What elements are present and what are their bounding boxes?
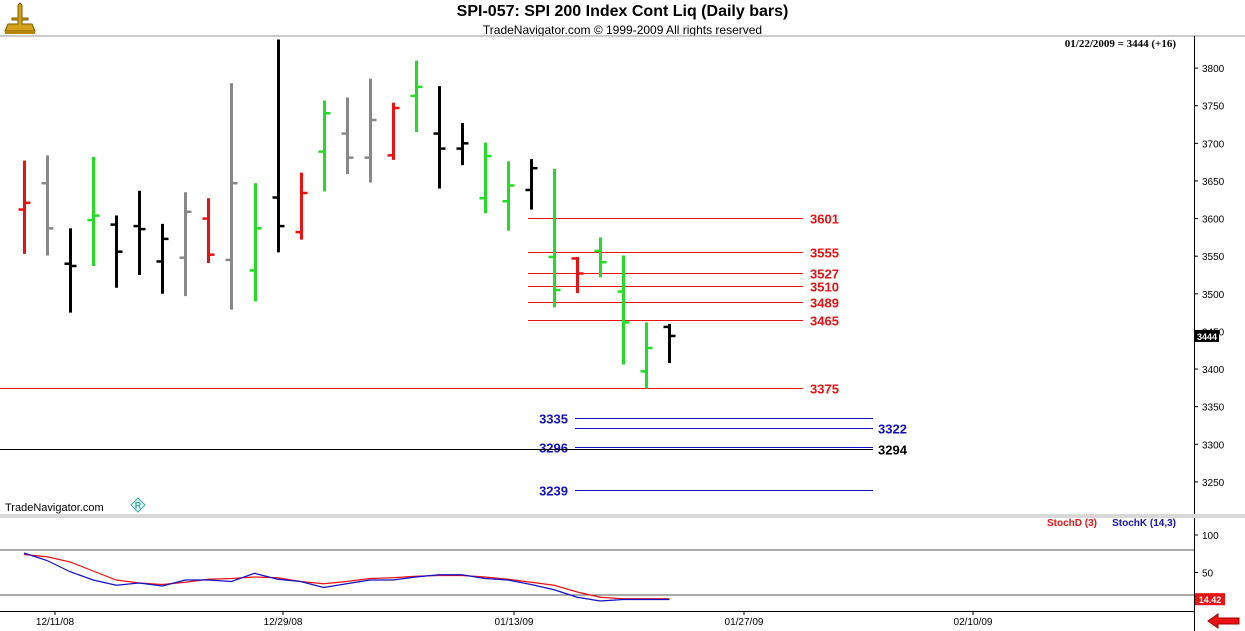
ohlc-bar bbox=[617, 255, 630, 365]
ohlc-bar bbox=[548, 168, 561, 308]
ohlc-bar bbox=[110, 215, 123, 288]
price-tick-label: 3250 bbox=[1202, 478, 1225, 489]
level-label: 3296 bbox=[539, 441, 568, 456]
ohlc-bar bbox=[571, 256, 584, 294]
trade-navigator-logo-icon bbox=[4, 2, 36, 34]
level-label: 3375 bbox=[810, 382, 839, 397]
ohlc-bar bbox=[456, 123, 469, 166]
ohlc-bar bbox=[318, 100, 331, 192]
level-label: 3489 bbox=[810, 296, 839, 311]
price-tick-label: 3550 bbox=[1202, 252, 1225, 263]
price-axis: 3250330033503400345035003550360036503700… bbox=[1194, 64, 1225, 489]
stoch-last-box bbox=[1195, 593, 1225, 606]
level-label: 3294 bbox=[878, 443, 908, 458]
r-marker-icon[interactable]: R bbox=[130, 497, 146, 513]
ohlc-bar bbox=[249, 183, 262, 302]
ohlc-bar bbox=[341, 97, 354, 175]
ohlc-bar bbox=[179, 192, 192, 297]
legend-stochk: StochK (14,3) bbox=[1112, 518, 1176, 529]
price-tick-label: 3600 bbox=[1202, 215, 1225, 226]
level-label: 3527 bbox=[810, 267, 839, 282]
stoch-tick-label: 100 bbox=[1202, 531, 1219, 542]
last-price-box bbox=[1195, 329, 1219, 342]
ohlc-bar bbox=[202, 198, 215, 263]
level-label: 3335 bbox=[539, 412, 568, 427]
ohlc-bar bbox=[272, 39, 285, 253]
ohlc-bar bbox=[225, 83, 238, 310]
price-tick-label: 3500 bbox=[1202, 290, 1225, 301]
pane-separator[interactable] bbox=[0, 514, 1245, 518]
level-label: 3465 bbox=[810, 314, 839, 329]
time-tick-label: 01/13/09 bbox=[495, 617, 534, 628]
time-tick-label: 02/10/09 bbox=[954, 617, 993, 628]
price-tick-label: 3300 bbox=[1202, 440, 1225, 451]
ohlc-bar bbox=[41, 155, 54, 256]
ohlc-bar bbox=[18, 160, 31, 254]
ohlc-bar bbox=[640, 322, 653, 389]
stoch-series-line bbox=[23, 553, 670, 600]
stoch-last-label: 14.42 bbox=[1199, 595, 1222, 605]
ohlc-bar bbox=[410, 60, 423, 133]
level-label: 3510 bbox=[810, 280, 839, 295]
time-tick-label: 12/11/08 bbox=[36, 617, 75, 628]
ohlc-bar bbox=[433, 86, 446, 189]
time-axis: 12/11/08 12/29/08 01/13/09 01/27/09 02/10/09 bbox=[36, 611, 993, 628]
price-tick-label: 3350 bbox=[1202, 403, 1225, 414]
ohlc-bar bbox=[87, 156, 100, 266]
last-price-label: 3444 bbox=[1197, 332, 1217, 342]
legend-stochd: StochD (3) bbox=[1047, 518, 1097, 529]
price-bars bbox=[18, 39, 676, 389]
time-tick-label: 12/29/08 bbox=[264, 617, 303, 628]
time-tick-label: 01/27/09 bbox=[725, 617, 764, 628]
watermark-label: TradeNavigator.com bbox=[5, 502, 104, 514]
stoch-series-line bbox=[23, 552, 670, 602]
ohlc-bar bbox=[364, 78, 377, 183]
ohlc-bar bbox=[663, 323, 676, 364]
level-label: 3239 bbox=[539, 484, 568, 499]
scroll-left-arrow-icon[interactable] bbox=[1206, 613, 1242, 629]
level-label: 3322 bbox=[878, 422, 907, 437]
price-tick-label: 3650 bbox=[1202, 177, 1225, 188]
ohlc-bar bbox=[479, 142, 492, 214]
price-tick-label: 3400 bbox=[1202, 365, 1225, 376]
last-value-readout: 01/22/2009 = 3444 (+16) bbox=[1064, 38, 1176, 50]
price-tick-label: 3700 bbox=[1202, 139, 1225, 150]
ohlc-bar bbox=[594, 237, 607, 278]
ohlc-bar bbox=[156, 223, 169, 294]
ohlc-bar bbox=[64, 228, 77, 313]
ohlc-bar bbox=[525, 159, 538, 210]
copyright-text: TradeNavigator.com © 1999-2009 All right… bbox=[482, 23, 763, 37]
price-tick-label: 3750 bbox=[1202, 102, 1225, 113]
level-label: 3555 bbox=[810, 246, 839, 261]
price-tick-label: 3800 bbox=[1202, 64, 1225, 75]
ohlc-bar bbox=[502, 161, 515, 231]
ohlc-bar bbox=[295, 172, 308, 240]
svg-text:R: R bbox=[135, 501, 142, 511]
level-label: 3601 bbox=[810, 212, 839, 227]
ohlc-bar bbox=[387, 102, 400, 160]
stoch-tick-label: 50 bbox=[1202, 569, 1214, 580]
chart-title: SPI-057: SPI 200 Index Cont Liq (Daily b… bbox=[456, 3, 789, 20]
ohlc-bar bbox=[133, 190, 146, 275]
stochastic-pane: StochD (3) StochK (14,3) 50 100 14.42 bbox=[0, 518, 1225, 606]
